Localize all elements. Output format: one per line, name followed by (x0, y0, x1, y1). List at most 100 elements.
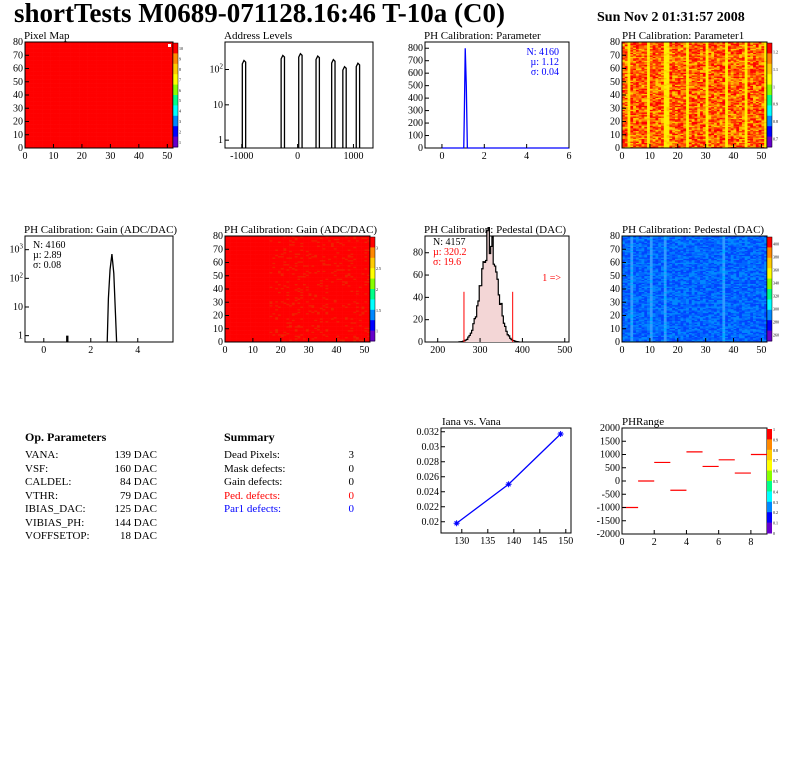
heatmap-cell (84, 69, 88, 72)
heatmap-cell (79, 108, 83, 110)
heatmap-cell (124, 44, 128, 47)
heatmap-cell (42, 75, 46, 77)
heatmap-cell (36, 140, 40, 142)
heatmap-cell (27, 80, 31, 83)
heatmap-cell (81, 100, 86, 102)
heatmap-cell (141, 133, 145, 136)
heatmap-cell (39, 43, 43, 45)
heatmap-cell (133, 56, 137, 59)
heatmap-cell (147, 142, 151, 145)
heatmap-cell (50, 120, 54, 122)
heatmap-cell (33, 96, 37, 98)
heatmap-cell (42, 51, 46, 53)
heatmap-cell (36, 113, 40, 116)
heatmap-cell (155, 125, 160, 128)
heatmap-cell (150, 47, 154, 49)
heatmap-cell (36, 110, 40, 113)
heatmap-cell (147, 133, 151, 136)
heatmap-cell (150, 59, 154, 61)
heatmap-cell (79, 52, 83, 55)
heatmap-cell (124, 104, 128, 106)
heatmap-cell (150, 104, 154, 106)
heatmap-cell (150, 73, 154, 76)
heatmap-cell (64, 112, 68, 114)
heatmap-cell (133, 63, 137, 65)
heatmap-cell (141, 72, 145, 75)
heatmap-cell (133, 121, 137, 124)
heatmap-cell (101, 65, 105, 68)
heatmap-cell (155, 59, 160, 61)
heatmap-cell (87, 145, 91, 147)
heatmap-cell (127, 61, 131, 64)
heatmap-cell (110, 77, 114, 80)
heatmap-cell (73, 128, 77, 130)
heatmap-cell (99, 116, 103, 118)
heatmap-cell (124, 137, 128, 140)
heatmap-cell (39, 64, 43, 67)
heatmap-cell (62, 80, 66, 83)
heatmap-cell (53, 80, 57, 83)
heatmap-cell (118, 113, 123, 116)
heatmap-cell (30, 85, 34, 88)
heatmap-cell (130, 96, 134, 98)
heatmap-cell (138, 136, 142, 138)
heatmap-cell (136, 140, 140, 142)
heatmap-cell (113, 85, 117, 88)
heatmap-cell (104, 84, 108, 87)
heatmap-cell (136, 109, 140, 112)
ph-param-xtick-label: 2 (482, 151, 487, 162)
heatmap-cell (56, 55, 60, 57)
heatmap-cell (76, 130, 80, 133)
heatmap-cell (144, 67, 148, 69)
heatmap-cell (101, 92, 105, 94)
heatmap-cell (116, 134, 120, 137)
heatmap-cell (118, 104, 123, 106)
heatmap-cell (153, 88, 157, 90)
heatmap-cell (130, 53, 134, 56)
heatmap-cell (59, 88, 63, 90)
heatmap-cell (42, 120, 46, 122)
heatmap-cell (73, 51, 77, 53)
heatmap-cell (64, 108, 68, 110)
heatmap-cell (56, 72, 60, 75)
heatmap-cell (130, 95, 134, 97)
heatmap-cell (62, 132, 66, 134)
heatmap-cell (30, 76, 34, 79)
heatmap-cell (73, 53, 77, 56)
heatmap-cell (42, 130, 46, 133)
heatmap-cell (87, 61, 91, 64)
heatmap-cell (118, 42, 123, 44)
heatmap-cell (96, 118, 100, 121)
heatmap-cell (50, 145, 54, 147)
heatmap-cell (127, 68, 131, 71)
heatmap-cell (67, 140, 71, 142)
heatmap-cell (133, 101, 137, 104)
heatmap-cell (136, 93, 140, 96)
heatmap-cell (141, 43, 145, 45)
heatmap-cell (59, 129, 63, 132)
heatmap-cell (104, 83, 108, 85)
heatmap-cell (39, 141, 43, 143)
heatmap-cell (96, 48, 100, 51)
heatmap-cell (101, 105, 105, 108)
heatmap-cell (47, 104, 51, 106)
heatmap-cell (138, 51, 142, 53)
heatmap-cell (53, 49, 57, 52)
heatmap-cell (25, 67, 29, 69)
heatmap-cell (130, 55, 134, 57)
heatmap-cell (27, 44, 31, 47)
heatmap-cell (36, 109, 40, 112)
heatmap-cell (116, 72, 120, 75)
heatmap-cell (39, 137, 43, 140)
heatmap-cell (73, 75, 77, 77)
heatmap-cell (101, 109, 105, 112)
heatmap-cell (76, 59, 80, 61)
heatmap-cell (25, 110, 29, 113)
heatmap-cell (39, 116, 43, 118)
pixel-map-ytick-label: 30 (13, 103, 23, 114)
heatmap-cell (124, 49, 128, 52)
heatmap-cell (70, 137, 74, 140)
heatmap-cell (84, 57, 88, 60)
heatmap-cell (133, 67, 137, 69)
heatmap-cell (150, 79, 154, 81)
